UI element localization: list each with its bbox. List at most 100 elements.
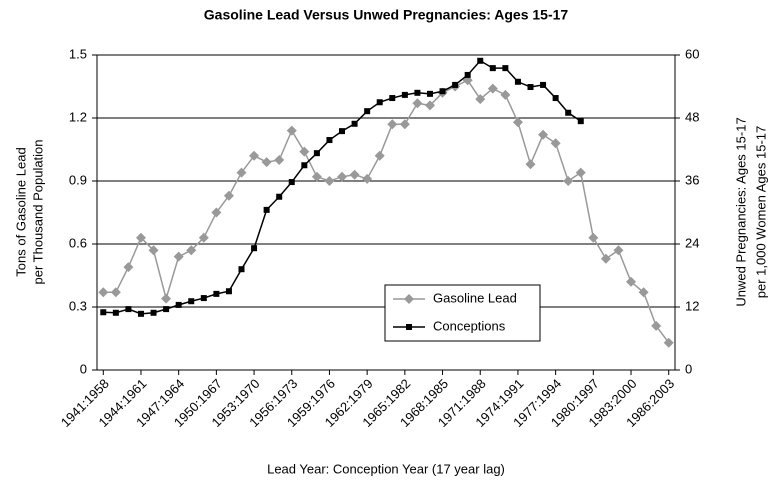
data-point	[452, 81, 459, 88]
data-point	[351, 120, 358, 127]
data-point	[311, 171, 322, 182]
data-point	[198, 232, 209, 243]
data-point	[475, 94, 486, 105]
data-point	[376, 99, 383, 106]
data-point	[387, 119, 398, 130]
data-point	[135, 232, 146, 243]
data-point	[514, 78, 521, 85]
data-point	[98, 287, 109, 298]
legend-marker	[406, 324, 412, 330]
data-point	[550, 138, 561, 149]
data-point	[362, 173, 373, 184]
data-point	[339, 128, 346, 135]
data-point	[538, 129, 549, 140]
y2-tick-label: 60	[685, 46, 699, 61]
data-point	[412, 98, 423, 109]
data-point	[577, 118, 584, 125]
data-point	[225, 288, 232, 295]
data-point	[527, 84, 534, 91]
series-line	[103, 79, 670, 344]
data-point	[112, 309, 119, 316]
data-point	[424, 100, 435, 111]
data-point	[552, 95, 559, 102]
data-point	[464, 71, 471, 78]
data-point	[238, 266, 245, 273]
data-point	[249, 150, 260, 161]
data-point	[125, 306, 132, 313]
chart-title: Gasoline Lead Versus Unwed Pregnancies: …	[204, 7, 569, 23]
y-tick-label: 0	[80, 361, 87, 376]
data-point	[600, 253, 611, 264]
legend-box	[384, 284, 541, 342]
data-point	[301, 162, 308, 169]
data-point	[349, 169, 360, 180]
data-point	[211, 207, 222, 218]
data-point	[148, 245, 159, 256]
y2-tick-label: 36	[685, 172, 699, 187]
data-point	[274, 155, 285, 165]
x-axis-label: Lead Year: Conception Year (17 year lag)	[267, 461, 505, 476]
y2-tick-label: 48	[685, 109, 699, 124]
data-point	[251, 245, 258, 252]
data-point	[563, 176, 574, 186]
data-point	[525, 159, 536, 170]
data-point	[236, 167, 247, 178]
data-point	[575, 167, 586, 178]
legend-marker	[404, 294, 414, 304]
data-point	[313, 150, 320, 157]
data-point	[188, 298, 195, 305]
data-point	[337, 171, 348, 182]
y2-axis-label: Unwed Pregnancies: Ages 15-17	[733, 117, 748, 306]
y-tick-label: 0.6	[69, 235, 87, 250]
data-point	[401, 91, 408, 98]
y2-axis-label: per 1,000 Women Ages 15-17	[753, 126, 768, 299]
y2-tick-label: 24	[685, 235, 699, 250]
data-point	[100, 309, 107, 316]
data-point	[299, 146, 310, 157]
data-point	[663, 337, 674, 348]
data-point	[565, 109, 572, 116]
data-point	[502, 65, 509, 72]
data-point	[477, 57, 484, 64]
data-point	[489, 65, 496, 72]
data-point	[588, 232, 599, 243]
data-point	[399, 119, 410, 130]
data-point	[288, 179, 295, 186]
data-point	[161, 293, 172, 304]
data-point	[651, 320, 662, 331]
data-point	[213, 290, 220, 297]
legend-label: Gasoline Lead	[433, 290, 517, 305]
data-point	[150, 309, 157, 316]
y-tick-label: 0.3	[69, 298, 87, 313]
series-line	[103, 59, 582, 315]
data-point	[512, 117, 523, 128]
data-point	[261, 157, 272, 168]
data-point	[263, 206, 270, 213]
data-point	[175, 301, 182, 308]
data-point	[426, 90, 433, 97]
data-point	[626, 276, 637, 287]
data-point	[186, 245, 197, 256]
y-axis-label: Tons of Gasoline Lead	[13, 147, 28, 276]
data-point	[223, 190, 234, 201]
data-point	[487, 83, 498, 94]
data-point	[173, 251, 184, 262]
data-point	[326, 137, 333, 144]
y-axis-label: per Thousand Population	[30, 139, 45, 284]
data-point	[137, 310, 144, 317]
data-point	[123, 262, 134, 273]
y-tick-label: 0.9	[69, 172, 87, 187]
data-point	[276, 193, 283, 200]
data-point	[540, 81, 547, 88]
data-point	[163, 306, 170, 313]
y2-tick-label: 12	[685, 298, 699, 313]
y2-tick-label: 0	[685, 361, 692, 376]
data-point	[638, 287, 649, 298]
data-point	[500, 89, 511, 100]
data-point	[324, 176, 335, 186]
y-tick-label: 1.2	[69, 109, 87, 124]
data-point	[389, 95, 396, 102]
data-point	[374, 150, 385, 161]
data-point	[439, 88, 446, 95]
